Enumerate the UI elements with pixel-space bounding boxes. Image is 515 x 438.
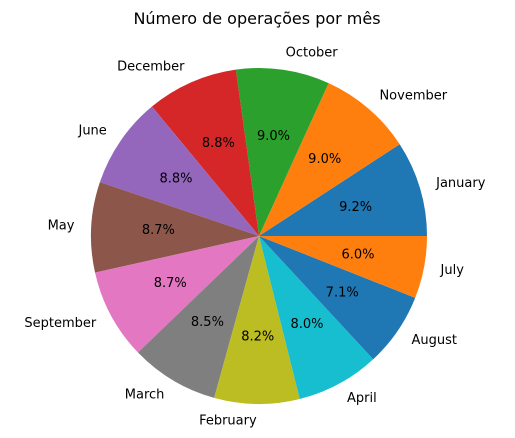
pie-slices (91, 67, 427, 405)
slice-label-january: January (435, 176, 486, 191)
pct-label-july: 6.0% (341, 247, 374, 262)
slice-label-july: July (440, 263, 465, 278)
pct-label-april: 8.0% (290, 317, 323, 332)
slice-label-december: December (117, 59, 185, 74)
pct-label-january: 9.2% (339, 200, 372, 215)
pct-label-november: 9.0% (308, 152, 341, 167)
chart-title: Número de operações por mês (133, 9, 380, 28)
slice-label-september: September (24, 316, 97, 331)
pie-slice-may (91, 182, 259, 273)
pie-slice-february (214, 236, 300, 405)
pie-labels: 9.2% January 9.0% November 9.0% October 8.8% De… (24, 46, 485, 429)
pie-slice-june (99, 106, 259, 236)
slice-label-february: February (199, 413, 257, 428)
pct-label-february: 8.2% (241, 329, 274, 344)
pie-slice-july (259, 236, 427, 298)
pie-slice-december (151, 69, 259, 236)
slice-label-november: November (379, 88, 447, 103)
pct-label-may: 8.7% (142, 223, 175, 238)
pie-slice-april (259, 236, 374, 399)
pct-label-december: 8.8% (202, 136, 235, 151)
pie-slice-september (95, 236, 259, 353)
pct-label-march: 8.5% (191, 315, 224, 330)
slice-label-march: March (125, 387, 165, 402)
pie-slice-january (259, 144, 427, 236)
pct-label-june: 8.8% (159, 171, 192, 186)
pct-label-august: 7.1% (326, 285, 359, 300)
pct-label-october: 9.0% (257, 129, 290, 144)
pie-slice-november (259, 83, 400, 236)
slice-label-october: October (286, 46, 339, 61)
pie-slice-august (259, 236, 416, 360)
slice-label-june: June (77, 124, 106, 139)
slice-label-august: August (412, 333, 458, 348)
slice-label-april: April (347, 391, 377, 406)
slice-label-may: May (48, 219, 75, 234)
pie-slice-march (137, 236, 259, 398)
pct-label-september: 8.7% (154, 276, 187, 291)
pie-slice-october (235, 67, 329, 236)
